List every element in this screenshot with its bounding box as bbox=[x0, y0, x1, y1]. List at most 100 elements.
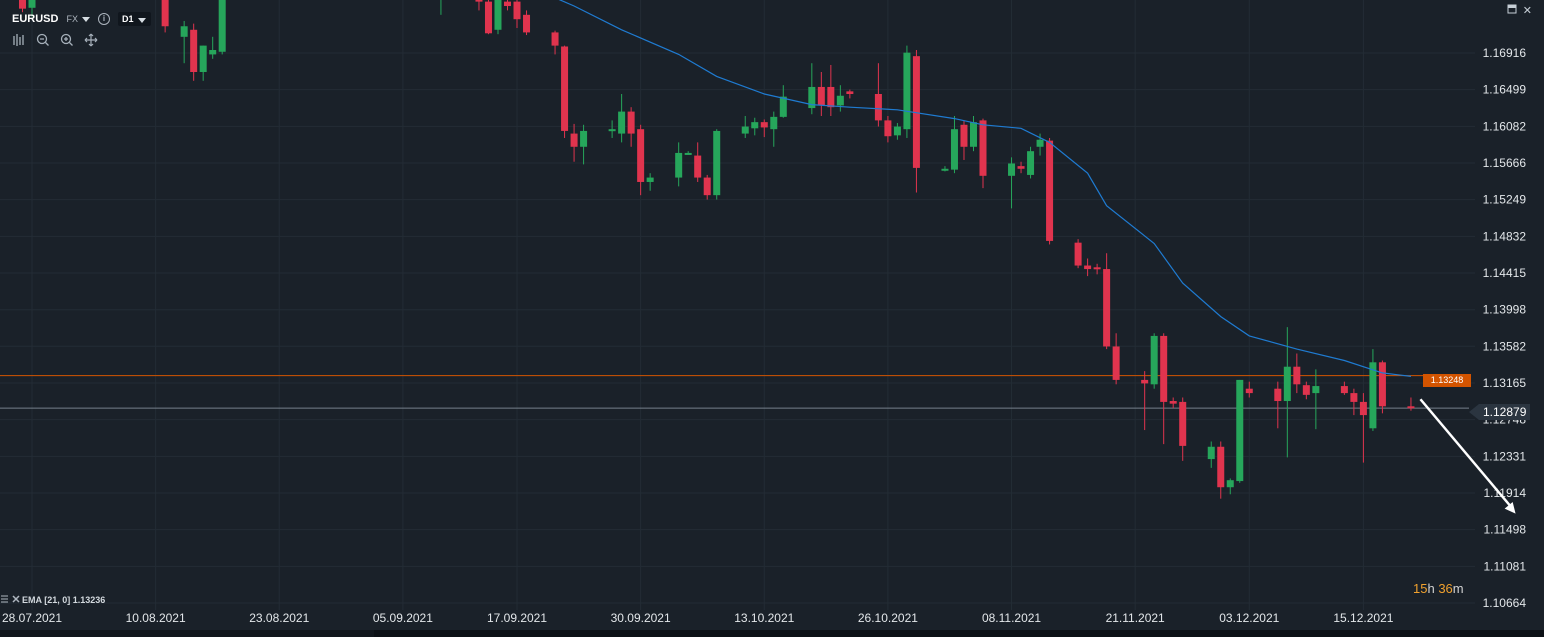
candle-body bbox=[760, 122, 768, 128]
candle-body bbox=[180, 26, 188, 37]
symbol-name[interactable]: EURUSD bbox=[12, 13, 59, 25]
y-tick-label: 1.14832 bbox=[1483, 229, 1527, 243]
candle-body bbox=[28, 0, 36, 8]
candle-body bbox=[1369, 362, 1377, 429]
candle-body bbox=[523, 14, 531, 33]
candle-body bbox=[199, 45, 207, 73]
y-tick-label: 1.15249 bbox=[1483, 193, 1527, 207]
countdown-minutes: 36 bbox=[1438, 581, 1453, 596]
y-tick-label: 1.16916 bbox=[1483, 46, 1527, 60]
y-tick-label: 1.14415 bbox=[1483, 266, 1527, 280]
candle-body bbox=[874, 93, 882, 121]
candle-body bbox=[580, 130, 588, 147]
candle-body bbox=[1112, 346, 1120, 380]
x-tick-label: 10.08.2021 bbox=[126, 611, 186, 625]
candle-body bbox=[1340, 386, 1348, 394]
y-tick-label: 1.11081 bbox=[1484, 559, 1527, 573]
candle-body bbox=[1217, 446, 1225, 488]
candle-body bbox=[1179, 401, 1187, 446]
candle-body bbox=[637, 129, 645, 182]
zoom-out-icon[interactable] bbox=[36, 33, 50, 47]
countdown-m: m bbox=[1452, 581, 1464, 596]
indicators-icon[interactable] bbox=[12, 33, 26, 47]
candle-body bbox=[1017, 166, 1025, 169]
candle-body bbox=[551, 32, 559, 46]
alert-price-tag[interactable]: 1.13248 bbox=[1423, 374, 1471, 387]
x-tick-label: 13.10.2021 bbox=[734, 611, 794, 625]
info-icon[interactable]: i bbox=[97, 13, 110, 25]
y-tick-label: 1.13582 bbox=[1483, 339, 1527, 353]
candle-body bbox=[836, 95, 844, 106]
candle-body bbox=[1245, 388, 1253, 394]
candle-body bbox=[1150, 335, 1158, 385]
restore-icon[interactable] bbox=[1507, 4, 1517, 17]
x-tick-label: 21.11.2021 bbox=[1106, 611, 1165, 625]
candle-body bbox=[969, 122, 977, 147]
x-tick-label: 15.12.2021 bbox=[1333, 611, 1393, 625]
legend-menu-icon[interactable] bbox=[0, 595, 9, 603]
x-tick-label: 28.07.2021 bbox=[2, 611, 62, 625]
candle-body bbox=[893, 126, 901, 136]
candle-body bbox=[912, 56, 920, 168]
candle-body bbox=[608, 129, 616, 132]
candle-body bbox=[513, 1, 521, 20]
legend-remove-icon[interactable] bbox=[11, 595, 20, 603]
candle-body bbox=[1036, 139, 1044, 147]
candle-body bbox=[884, 120, 892, 137]
y-tick-label: 1.16082 bbox=[1483, 119, 1527, 133]
close-icon[interactable]: ✕ bbox=[1522, 5, 1532, 17]
candle-body bbox=[694, 155, 702, 178]
last-price-tag: 1.12879 bbox=[1469, 404, 1531, 420]
candle-body bbox=[770, 116, 778, 130]
ema-line bbox=[558, 0, 1412, 377]
y-tick-label: 1.13998 bbox=[1483, 303, 1527, 317]
symbol-dropdown-icon[interactable] bbox=[81, 16, 90, 22]
y-tick-label: 1.11498 bbox=[1484, 523, 1527, 537]
candle-body bbox=[779, 96, 787, 117]
candle-body bbox=[209, 50, 217, 55]
candle-body bbox=[1283, 366, 1291, 402]
candle-body bbox=[1093, 267, 1101, 270]
candle-body bbox=[484, 1, 492, 34]
candle-body bbox=[1074, 242, 1082, 266]
y-tick-label: 1.10664 bbox=[1483, 596, 1527, 610]
forecast-arrow-head bbox=[1504, 501, 1516, 514]
y-tick-label: 1.11914 bbox=[1484, 486, 1527, 500]
candle-body bbox=[1312, 386, 1320, 394]
candle-body bbox=[1359, 401, 1367, 416]
candle-body bbox=[1293, 366, 1301, 385]
candle-body bbox=[846, 91, 854, 94]
candle-body bbox=[627, 111, 635, 134]
scrollbar-thumb bbox=[374, 630, 1544, 637]
ema-legend[interactable]: EMA [21, 0] 1.13236 bbox=[0, 595, 105, 605]
candle-body bbox=[827, 86, 835, 108]
timeframe-select[interactable]: D1 bbox=[117, 12, 152, 26]
move-icon[interactable] bbox=[84, 33, 98, 47]
candle-body bbox=[950, 129, 958, 170]
countdown-h: h bbox=[1427, 581, 1435, 596]
chevron-down-icon bbox=[138, 18, 147, 23]
candle-body bbox=[817, 86, 825, 106]
x-tick-label: 17.09.2021 bbox=[487, 611, 547, 625]
chart-tools bbox=[12, 33, 98, 47]
candle-body bbox=[1350, 393, 1358, 402]
candle-body bbox=[561, 46, 569, 131]
x-tick-label: 26.10.2021 bbox=[858, 611, 918, 625]
candle-body bbox=[1160, 335, 1168, 402]
candle-body bbox=[941, 168, 949, 171]
candle-body bbox=[1046, 140, 1054, 241]
candle-body bbox=[1084, 265, 1092, 270]
zoom-in-icon[interactable] bbox=[60, 33, 74, 47]
candle-body bbox=[494, 0, 502, 30]
market-type: FX bbox=[66, 14, 78, 24]
candle-body bbox=[18, 0, 26, 9]
x-tick-label: 30.09.2021 bbox=[611, 611, 671, 625]
x-tick-label: 03.12.2021 bbox=[1219, 611, 1279, 625]
candle-body bbox=[703, 177, 711, 196]
chart-header: EURUSD FX i D1 bbox=[12, 12, 152, 26]
candle-body bbox=[190, 29, 198, 73]
candle-body bbox=[161, 0, 169, 27]
